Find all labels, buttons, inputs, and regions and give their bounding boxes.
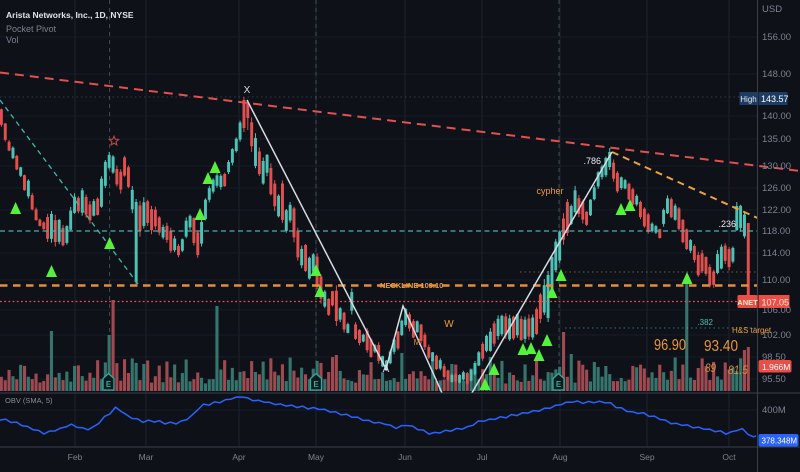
svg-text:Feb: Feb xyxy=(68,452,83,462)
svg-text:107.05: 107.05 xyxy=(762,298,790,308)
svg-text:E: E xyxy=(106,380,112,389)
svg-text:96.90: 96.90 xyxy=(654,337,686,354)
svg-text:Sep: Sep xyxy=(639,452,654,462)
svg-text:Apr: Apr xyxy=(232,452,245,462)
svg-text:Aug: Aug xyxy=(552,452,567,462)
svg-text:148.00: 148.00 xyxy=(762,69,791,80)
svg-text:NECKLINE 109.10: NECKLINE 109.10 xyxy=(380,281,443,290)
svg-text:X: X xyxy=(244,85,251,96)
svg-text:OBV (SMA, 5): OBV (SMA, 5) xyxy=(5,396,53,405)
svg-text:W: W xyxy=(444,319,454,330)
svg-text:378.348M: 378.348M xyxy=(762,437,798,446)
svg-text:143.57: 143.57 xyxy=(761,94,789,104)
svg-text:Mar: Mar xyxy=(139,452,154,462)
svg-text:400M: 400M xyxy=(762,405,786,416)
svg-text:89: 89 xyxy=(705,361,716,375)
svg-text:Arista Networks, Inc., 1D, NYS: Arista Networks, Inc., 1D, NYSE xyxy=(6,10,134,20)
svg-text:High: High xyxy=(740,95,756,104)
svg-text:cypher: cypher xyxy=(536,186,563,196)
svg-text:E: E xyxy=(313,380,319,389)
svg-text:Jun: Jun xyxy=(398,452,412,462)
svg-text:102.00: 102.00 xyxy=(762,330,791,341)
svg-text:Oct: Oct xyxy=(722,452,736,462)
svg-text:114.00: 114.00 xyxy=(762,248,790,259)
svg-text:Vol: Vol xyxy=(6,35,19,45)
svg-text:E: E xyxy=(556,380,562,389)
svg-text:126.00: 126.00 xyxy=(762,183,791,194)
svg-text:.382: .382 xyxy=(697,318,713,327)
svg-text:106.00: 106.00 xyxy=(762,305,791,316)
svg-text:USD: USD xyxy=(762,4,782,15)
svg-text:118.00: 118.00 xyxy=(762,226,790,237)
svg-text:130.00: 130.00 xyxy=(762,161,791,172)
svg-text:M: M xyxy=(414,338,421,347)
svg-text:Jul: Jul xyxy=(477,452,488,462)
svg-text:140.00: 140.00 xyxy=(762,111,791,122)
svg-text:ANET: ANET xyxy=(737,298,758,307)
svg-text:Pocket Pivot: Pocket Pivot xyxy=(6,24,57,34)
svg-text:110.00: 110.00 xyxy=(762,275,790,286)
svg-text:135.00: 135.00 xyxy=(762,134,791,145)
svg-text:95.50: 95.50 xyxy=(762,374,786,385)
svg-text:1.966M: 1.966M xyxy=(762,362,790,372)
svg-text:H&S target: H&S target xyxy=(732,326,772,335)
svg-text:81.5: 81.5 xyxy=(728,363,748,377)
svg-text:A: A xyxy=(383,364,390,375)
svg-text:98.50: 98.50 xyxy=(762,352,786,363)
svg-text:.786: .786 xyxy=(583,156,601,166)
svg-text:May: May xyxy=(308,452,325,462)
svg-text:93.40: 93.40 xyxy=(704,338,738,355)
svg-text:.236: .236 xyxy=(718,219,736,229)
svg-text:122.00: 122.00 xyxy=(762,205,791,216)
svg-text:156.00: 156.00 xyxy=(762,32,791,43)
